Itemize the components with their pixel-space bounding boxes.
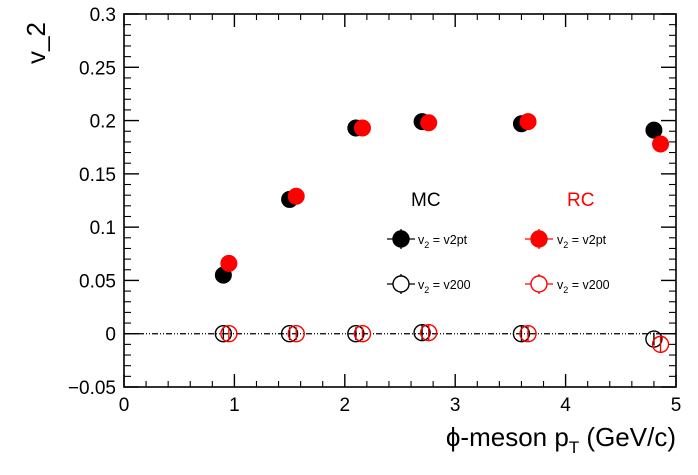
legend-label: v2 = v2pt <box>418 233 468 250</box>
x-axis-title-units: (GeV/c) <box>579 422 676 452</box>
x-tick-label: 0 <box>119 395 130 416</box>
data-point <box>420 114 438 132</box>
x-axis-title: ϕ-meson pT (GeV/c) <box>446 422 676 457</box>
x-axis-title-subscript: T <box>569 438 579 457</box>
legend-entry-mc-v2pt: v2 = v2pt <box>387 229 468 250</box>
data-point <box>651 335 670 354</box>
legend-marker <box>530 275 548 293</box>
data-point <box>220 325 238 343</box>
x-tick-label: 4 <box>560 395 571 416</box>
legend-header-rc: RC <box>567 190 594 211</box>
data-point <box>287 187 305 205</box>
y-tick-label: 0.25 <box>79 58 116 79</box>
data-point <box>353 325 372 343</box>
legend-label: v2 = v200 <box>418 278 471 295</box>
legend-label: v2 = v200 <box>557 278 610 295</box>
x-axis-title-main: ϕ-meson p <box>446 422 569 452</box>
data-point <box>220 254 238 272</box>
legend-label: v2 = v2pt <box>557 233 607 250</box>
y-axis-title: v_2 <box>21 22 51 64</box>
data-point <box>512 325 531 343</box>
series-mc-v200 <box>214 323 663 348</box>
legend-marker <box>530 230 548 248</box>
series-rc-v200 <box>220 323 670 354</box>
series-rc-v2pt <box>220 113 670 272</box>
y-tick-label: 0.05 <box>79 271 116 292</box>
legend-entry-rc-v2pt: v2 = v2pt <box>525 229 607 250</box>
data-point <box>214 325 233 343</box>
data-point <box>347 325 365 343</box>
data-point <box>645 121 663 139</box>
data-point <box>280 325 299 343</box>
data-point <box>652 135 670 153</box>
x-tick-label: 2 <box>340 395 351 416</box>
legend-marker <box>392 230 410 248</box>
x-tick-label: 3 <box>450 395 461 416</box>
y-tick-label: −0.05 <box>68 378 116 399</box>
legend-header-mc: MC <box>411 190 441 211</box>
data-point <box>353 119 371 137</box>
x-tick-label: 1 <box>229 395 240 416</box>
data-point <box>287 325 305 343</box>
legend-entry-rc-v200: v2 = v200 <box>525 274 610 295</box>
y-tick-label: 0 <box>105 325 116 346</box>
data-point <box>645 330 663 348</box>
legend: MC RC v2 = v2pt v2 = v2pt v2 = v200 v2 = v2… <box>387 190 610 295</box>
data-point <box>519 325 537 343</box>
x-tick-label: 5 <box>671 395 682 416</box>
y-tick-label: 0.15 <box>79 165 116 186</box>
plot-frame <box>123 13 677 388</box>
data-point <box>413 323 431 342</box>
y-tick-label: 0.3 <box>90 5 116 26</box>
data-point <box>420 323 438 342</box>
y-tick-label: 0.2 <box>90 112 116 133</box>
legend-marker <box>392 275 410 293</box>
legend-entry-mc-v200: v2 = v200 <box>387 274 471 295</box>
data-point <box>519 113 537 131</box>
data-points <box>214 113 670 354</box>
y-tick-label: 0.1 <box>90 218 116 239</box>
